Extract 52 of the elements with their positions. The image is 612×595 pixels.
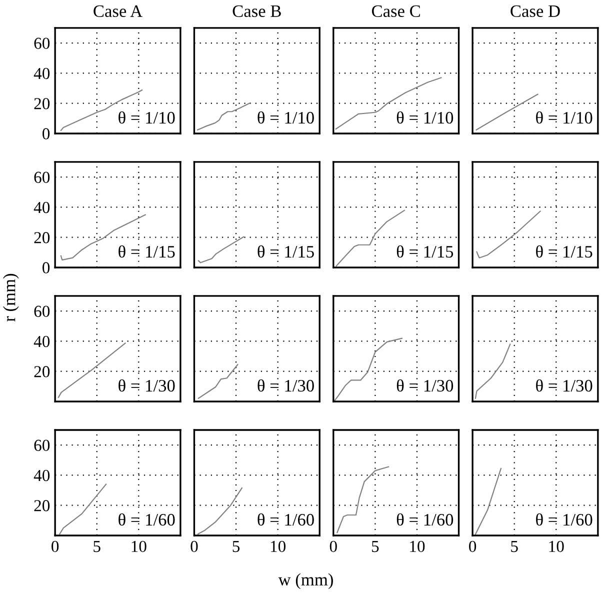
chart-title: Case D — [510, 5, 560, 18]
x-tick-label: 10 — [549, 540, 564, 552]
x-tick-label: 0 — [469, 540, 476, 552]
line-series — [60, 90, 143, 132]
y-tick-label: 20 — [34, 366, 50, 378]
y-tick-label: 60 — [34, 440, 50, 452]
x-tick-label: 5 — [94, 541, 100, 552]
x-axis-title: w (mm) — [278, 573, 333, 590]
x-tick-label: 0 — [190, 540, 198, 552]
annotation: θ = 1/30 — [536, 379, 592, 392]
y-tick-label: 60 — [34, 38, 50, 49]
y-tick-label: 40 — [34, 470, 50, 482]
x-tick-label: 0 — [330, 540, 337, 552]
y-tick-label: 40 — [34, 202, 50, 214]
line-series — [59, 484, 107, 535]
y-tick-label: 0 — [42, 262, 50, 274]
annotation: θ = 1/15 — [118, 245, 175, 258]
line-series — [60, 214, 146, 261]
x-tick-label: 0 — [52, 540, 59, 552]
annotation: θ = 1/10 — [258, 111, 314, 124]
y-tick-label: 40 — [34, 336, 50, 348]
line-series — [58, 342, 126, 398]
x-tick-label: 5 — [372, 541, 379, 552]
y-tick-label: 0 — [42, 128, 50, 140]
annotation: θ = 1/60 — [258, 513, 314, 526]
y-axis-title: r (mm) — [3, 274, 19, 322]
annotation: θ = 1/60 — [536, 513, 592, 526]
annotation: θ = 1/30 — [258, 379, 314, 392]
chart-title: Case C — [372, 5, 420, 18]
y-tick-label: 20 — [34, 98, 50, 110]
y-tick-label: 20 — [34, 232, 50, 244]
annotation: θ = 1/15 — [396, 245, 454, 258]
annotation: θ = 1/60 — [118, 513, 175, 526]
annotation: θ = 1/15 — [258, 245, 314, 258]
annotation: θ = 1/10 — [396, 111, 454, 124]
x-tick-label: 5 — [232, 541, 240, 552]
y-tick-label: 60 — [34, 172, 50, 183]
x-tick-label: 10 — [410, 540, 425, 552]
y-tick-label: 20 — [34, 500, 50, 512]
annotation: θ = 1/60 — [396, 513, 454, 526]
chart-title: Case A — [94, 5, 142, 18]
x-tick-label: 5 — [511, 541, 518, 552]
annotation: θ = 1/10 — [536, 111, 592, 124]
chart-title: Case B — [232, 5, 281, 18]
annotation: θ = 1/10 — [118, 111, 175, 124]
x-tick-label: 10 — [270, 540, 286, 552]
y-tick-label: 60 — [34, 306, 50, 317]
x-tick-label: 10 — [132, 540, 146, 552]
annotation: θ = 1/15 — [536, 245, 592, 258]
annotation: θ = 1/30 — [396, 379, 454, 392]
annotation: θ = 1/30 — [118, 379, 175, 392]
y-tick-label: 40 — [34, 68, 50, 80]
